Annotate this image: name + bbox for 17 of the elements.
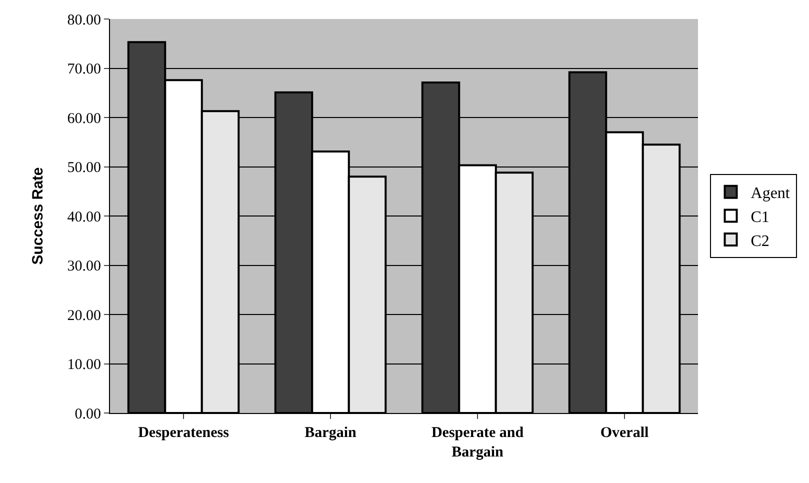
legend-label: C1 (750, 208, 770, 226)
x-tick-label: Overall (600, 425, 649, 441)
x-tick-label: Desperateness (138, 425, 230, 441)
legend-label: C2 (750, 232, 770, 250)
y-tick-label: 70.00 (67, 62, 101, 78)
y-tick-label: 10.00 (67, 357, 101, 373)
y-tick-label: 80.00 (67, 12, 101, 28)
y-tick-label: 40.00 (67, 209, 101, 226)
x-tick-label: Desperate and Bargain (431, 425, 524, 460)
y-tick-label: 30.00 (67, 258, 101, 274)
y-tick-label: 20.00 (67, 308, 101, 324)
y-tick-label: 50.00 (67, 160, 101, 176)
y-axis-title: Success Rate (30, 167, 46, 265)
x-tick-label: Bargain (304, 425, 357, 441)
y-tick-label: 60.00 (67, 110, 101, 127)
y-tick-label: 0.00 (74, 406, 101, 422)
legend-label: Agent (750, 185, 790, 202)
